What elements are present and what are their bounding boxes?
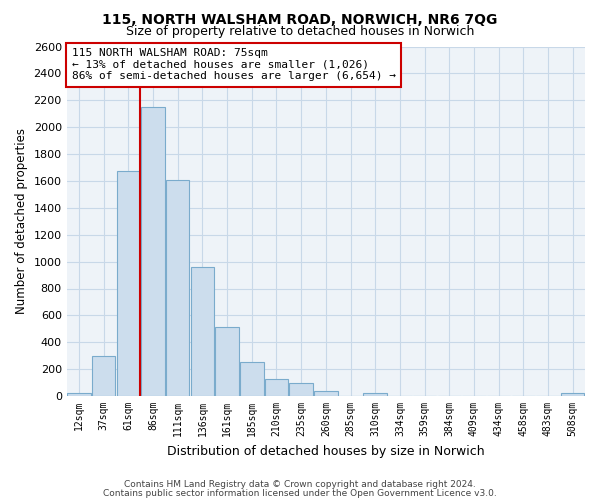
Bar (116, 171, 140, 396)
Text: Contains HM Land Registry data © Crown copyright and database right 2024.: Contains HM Land Registry data © Crown c… (124, 480, 476, 489)
Bar (92, 356, 115, 396)
Bar (166, 180, 190, 396)
Text: Size of property relative to detached houses in Norwich: Size of property relative to detached ho… (126, 25, 474, 38)
Text: 115, NORTH WALSHAM ROAD, NORWICH, NR6 7QG: 115, NORTH WALSHAM ROAD, NORWICH, NR6 7Q… (103, 12, 497, 26)
Text: 115 NORTH WALSHAM ROAD: 75sqm
← 13% of detached houses are smaller (1,026)
86% o: 115 NORTH WALSHAM ROAD: 75sqm ← 13% of d… (72, 48, 396, 82)
Bar (191, 267, 214, 396)
Bar (142, 107, 165, 396)
Bar (289, 384, 313, 396)
Bar (265, 379, 288, 396)
Bar (314, 392, 338, 396)
X-axis label: Distribution of detached houses by size in Norwich: Distribution of detached houses by size … (167, 444, 485, 458)
Text: Contains public sector information licensed under the Open Government Licence v3: Contains public sector information licen… (103, 488, 497, 498)
Y-axis label: Number of detached properties: Number of detached properties (15, 128, 28, 314)
Bar (240, 362, 263, 396)
Bar (215, 328, 239, 396)
Bar (364, 392, 387, 396)
Bar (67, 392, 91, 396)
Bar (561, 394, 584, 396)
